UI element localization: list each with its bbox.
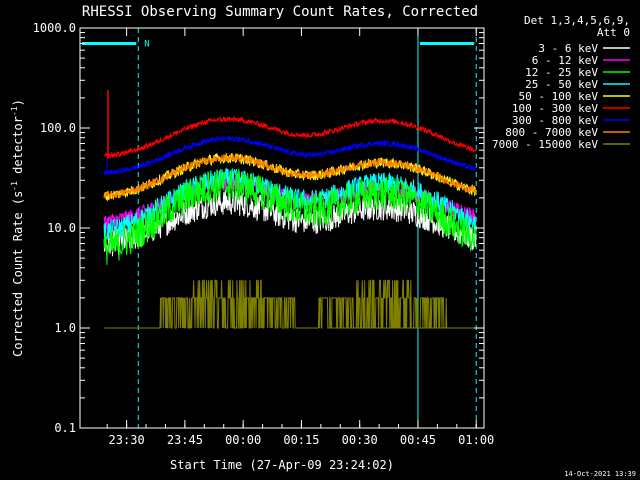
series-line-2 bbox=[103, 168, 477, 266]
legend-header-line-2: Att 0 bbox=[597, 26, 630, 39]
x-tick-label-5: 00:45 bbox=[400, 433, 436, 447]
y-tick-label-2: 10.0 bbox=[47, 221, 76, 235]
legend-label-7: 800 - 7000 keV bbox=[505, 126, 598, 139]
legend-label-5: 100 - 300 keV bbox=[512, 102, 598, 115]
saa-bar-label-0: N bbox=[144, 39, 149, 49]
legend-label-6: 300 - 800 keV bbox=[512, 114, 598, 127]
x-tick-label-4: 00:30 bbox=[342, 433, 378, 447]
legend-label-1: 6 - 12 keV bbox=[532, 54, 599, 67]
legend-label-3: 25 - 50 keV bbox=[525, 78, 598, 91]
y-label-sup-1: -1 bbox=[10, 181, 19, 191]
y-tick-label-3: 1.0 bbox=[54, 321, 76, 335]
y-label-mid: detector bbox=[11, 116, 25, 181]
series-line-8 bbox=[104, 279, 477, 329]
x-tick-label-1: 23:45 bbox=[167, 433, 203, 447]
x-tick-label-6: 01:00 bbox=[458, 433, 494, 447]
y-label-sup-2: -1 bbox=[10, 106, 19, 116]
x-tick-label-3: 00:15 bbox=[283, 433, 319, 447]
footer-timestamp: 14-Oct-2021 13:39 bbox=[564, 470, 636, 478]
legend-label-4: 50 - 100 keV bbox=[519, 90, 599, 103]
series-line-5 bbox=[103, 115, 477, 160]
y-label-end: ) bbox=[11, 99, 25, 106]
series-line-7 bbox=[103, 152, 477, 199]
legend-header-line-1: Det 1,3,4,5,6,9, bbox=[524, 14, 630, 27]
x-tick-label-2: 00:00 bbox=[225, 433, 261, 447]
x-axis-label: Start Time (27-Apr-09 23:24:02) bbox=[170, 458, 394, 472]
axes: 23:30 23:45 00:00 00:15 00:30 00:45 01:00 1000.… bbox=[33, 21, 495, 447]
legend-label-0: 3 - 6 keV bbox=[538, 42, 598, 55]
legend-label-8: 7000 - 15000 keV bbox=[492, 138, 598, 151]
legend-label-2: 12 - 25 keV bbox=[525, 66, 598, 79]
chart-title: RHESSI Observing Summary Count Rates, Co… bbox=[82, 4, 478, 20]
y-tick-label-1: 100.0 bbox=[40, 121, 76, 135]
y-tick-label-0: 1000.0 bbox=[33, 21, 76, 35]
y-label-main: Corrected Count Rate (s bbox=[11, 191, 25, 357]
y-tick-label-4: 0.1 bbox=[54, 421, 76, 435]
series-line-6 bbox=[103, 135, 477, 176]
x-tick-label-0: 23:30 bbox=[109, 433, 145, 447]
plot-area: N bbox=[79, 28, 477, 428]
y-axis-label: Corrected Count Rate (s-1 detector-1) bbox=[10, 99, 25, 357]
